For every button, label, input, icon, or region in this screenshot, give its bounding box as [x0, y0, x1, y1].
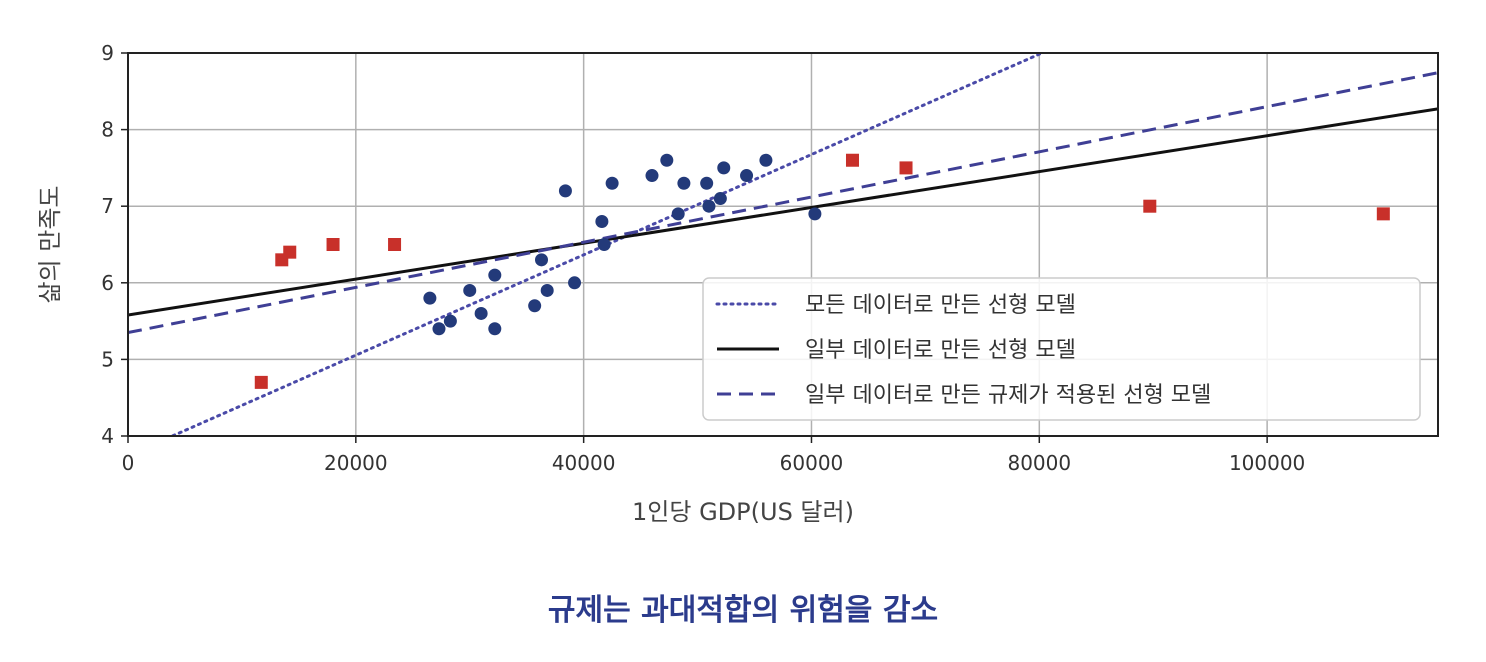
x-tick-label: 80000	[1007, 451, 1071, 475]
data-point-circle	[474, 306, 488, 320]
data-point-circle	[700, 176, 714, 190]
model-line-solid	[128, 107, 1438, 317]
y-axis-title: 삶의 만족도	[36, 185, 64, 303]
data-point-circle	[568, 276, 582, 290]
data-point-circle	[605, 176, 619, 190]
data-point-circle	[677, 176, 691, 190]
legend-label-regularized: 일부 데이터로 만든 규제가 적용된 선형 모델	[805, 383, 1211, 408]
legend: 모든 데이터로 만든 선형 모델 일부 데이터로 만든 선형 모델 일부 데이터…	[702, 277, 1421, 421]
data-point-square	[1143, 199, 1157, 213]
figure-caption: 규제는 과대적합의 위험을 감소	[547, 593, 939, 628]
y-tick-label: 8	[101, 118, 114, 142]
data-point-square	[283, 245, 297, 259]
y-tick-label: 7	[101, 194, 114, 218]
y-tick-label: 4	[101, 424, 114, 448]
legend-label-all-data: 모든 데이터로 만든 선형 모델	[805, 293, 1076, 318]
data-point-circle	[463, 283, 477, 297]
data-point-square	[326, 238, 340, 251]
data-point-circle	[423, 291, 437, 305]
legend-label-partial-data: 일부 데이터로 만든 선형 모델	[805, 338, 1076, 363]
data-point-square	[388, 238, 402, 251]
data-point-circle	[660, 153, 674, 167]
x-tick-label: 0	[122, 451, 135, 475]
data-point-circle	[540, 283, 554, 297]
data-point-circle	[645, 169, 659, 183]
x-tick-label: 100000	[1229, 451, 1305, 475]
plot-area	[128, 53, 1438, 436]
plot-frame	[127, 52, 1439, 437]
x-tick-label: 20000	[324, 451, 388, 475]
data-point-square	[254, 375, 268, 389]
data-point-circle	[595, 215, 609, 229]
x-tick-label: 60000	[780, 451, 844, 475]
data-point-circle	[713, 192, 727, 206]
model-line-dotted	[168, 53, 1046, 436]
data-point-circle	[702, 199, 716, 213]
y-tick-label: 9	[101, 41, 114, 65]
data-point-circle	[488, 322, 502, 336]
chart: 0 20000 40000 60000 80000 100000 4 5 6 7 8 9 1인당 GD…	[36, 41, 1439, 526]
data-point-square	[845, 153, 859, 167]
data-point-circle	[671, 207, 685, 221]
plot-border	[127, 52, 1439, 437]
legend-box	[702, 277, 1421, 421]
data-point-circle	[740, 169, 754, 183]
model-line-dashed	[128, 71, 1438, 335]
data-point-square	[899, 161, 913, 175]
data-point-circle	[717, 161, 731, 175]
data-point-circle	[443, 314, 457, 328]
data-point-circle	[528, 299, 542, 313]
data-point-circle	[488, 268, 502, 282]
axis-ticks: 0 20000 40000 60000 80000 100000 4 5 6 7 8 9	[101, 41, 1305, 475]
data-point-circle	[808, 207, 822, 221]
data-point-circle	[558, 184, 572, 198]
x-axis-title: 1인당 GDP(US 달러)	[632, 498, 854, 526]
data-point-circle	[597, 238, 611, 251]
y-tick-label: 6	[101, 271, 114, 295]
y-tick-label: 5	[101, 347, 114, 371]
data-point-circle	[759, 153, 773, 167]
data-point-circle	[535, 253, 549, 267]
data-point-square	[1376, 207, 1390, 221]
data-point-circle	[432, 322, 446, 336]
x-tick-label: 40000	[552, 451, 616, 475]
